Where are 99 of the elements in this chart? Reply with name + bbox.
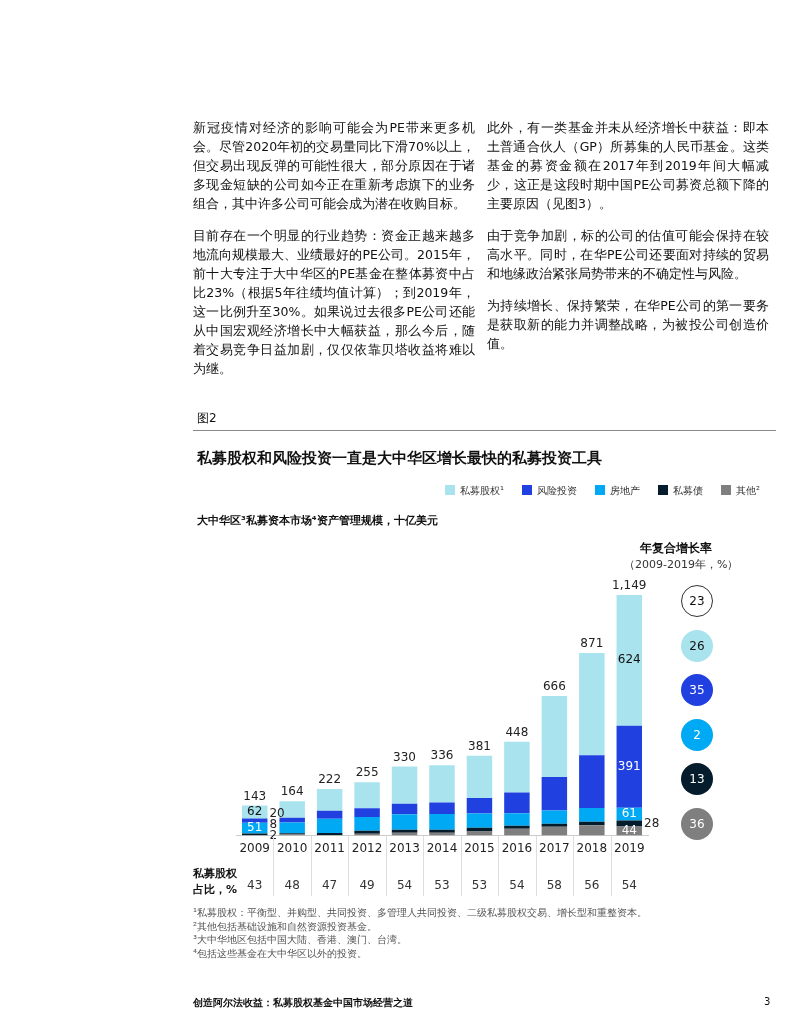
bar <box>579 825 605 836</box>
chart-title: 私募股权和风险投资一直是大中华区增长最快的私募投资工具 <box>197 449 602 468</box>
chart-subtitle: 大中华区³私募资本市场⁴资产管理规模，十亿美元 <box>197 513 438 528</box>
text: 53 <box>434 878 450 892</box>
text: 54 <box>621 878 637 892</box>
total-label: 255 <box>355 765 379 780</box>
bar <box>541 776 568 811</box>
text: 26 <box>681 629 713 662</box>
data-label: 51 <box>247 820 263 835</box>
legend-label: 私募债 <box>672 484 703 498</box>
text: 36 <box>681 807 713 840</box>
text: 48 <box>284 878 300 892</box>
text: ²其他包括基础设施和自然资源投资基金。 <box>193 919 378 933</box>
x-tick-label: 2018 <box>576 840 608 855</box>
total-label: 1,149 <box>612 578 647 593</box>
bar <box>429 802 455 814</box>
total-label: 336 <box>430 748 454 763</box>
bar <box>541 810 568 824</box>
text: ³大中华地区包括中国大陆、香港、澳门、台湾。 <box>193 933 408 946</box>
caption: 图2 <box>197 410 217 427</box>
text: 54 <box>509 878 525 892</box>
x-tick-label: 2010 <box>276 840 308 855</box>
bar <box>391 766 418 804</box>
text: 43 <box>247 878 263 892</box>
x-tick-label: 2009 <box>239 840 270 855</box>
text: 目前存在一个明显的行业趋势：资金正越来越多地流向规模最大、业绩最好的PE公司。2015年，前十大专注于大中华区的PE基金在整体募资中占比23%（根据5年往绩均值计算）；到2019年，这一比例升至30%。如果说过去很多PE公司还能从中国宏观经济增长中大幅获益，那么今后，随着交易竞争日益加剧，仅仅依靠贝塔收益将难以为继。 <box>193 227 475 378</box>
x-tick-label: 2013 <box>389 840 420 855</box>
text: ¹私募股权：平衡型、并购型、共同投资、多管理人共同投资、二级私募股权交易、增长型和重整资本。 <box>193 906 648 919</box>
text: 2 <box>681 718 713 751</box>
bar <box>579 755 605 808</box>
total-label: 666 <box>542 679 566 694</box>
bar <box>616 725 643 808</box>
x-tick-label: 2011 <box>314 840 345 855</box>
total-label: 330 <box>393 749 416 764</box>
bar <box>504 825 530 829</box>
bar <box>316 818 343 834</box>
text: 年复合增长率 <box>640 540 712 557</box>
bar <box>466 798 493 814</box>
bar <box>279 822 305 834</box>
bar <box>466 755 493 799</box>
text: 私募股权占比，% <box>193 866 239 898</box>
text: 58 <box>546 878 562 892</box>
x-tick-label: 2017 <box>539 840 570 855</box>
x-tick-label: 2012 <box>351 840 383 855</box>
text: 23 <box>681 585 713 617</box>
bar <box>466 831 493 836</box>
text: 3 <box>764 996 771 1007</box>
bar <box>429 814 455 830</box>
bar <box>316 810 343 819</box>
bar <box>541 823 568 827</box>
legend-label: 其他² <box>735 484 760 498</box>
bar <box>354 808 380 817</box>
text: 49 <box>359 878 375 892</box>
text: 53 <box>471 878 488 892</box>
text: ⁴包括这些基金在大中华区以外的投资。 <box>193 946 368 960</box>
text: 为持续增长、保持繁荣，在华PE公司的第一要务是获取新的能力并调整战略，为被投公司创造价值。 <box>487 297 769 353</box>
data-label: 391 <box>617 758 641 773</box>
data-label: 62 <box>247 804 263 819</box>
bar <box>616 594 643 726</box>
bar <box>504 813 530 826</box>
bar <box>541 695 568 777</box>
text: 由于竞争加剧，标的公司的估值可能会保持在较高水平。同时，在华PE公司还要面对持续的贸易和地缘政治紧张局势带来的不确定性与风险。 <box>487 227 769 283</box>
bar <box>354 782 380 809</box>
bar <box>316 789 343 811</box>
x-tick-label: 2016 <box>501 840 533 855</box>
text: 35 <box>681 674 713 706</box>
bar <box>429 765 455 803</box>
legend-label: 私募股权¹ <box>458 484 504 498</box>
total-label: 164 <box>280 784 304 799</box>
data-label: 44 <box>621 823 637 838</box>
bar <box>466 813 493 828</box>
total-label: 143 <box>243 788 267 803</box>
data-label: 624 <box>617 652 641 667</box>
bar <box>391 803 418 815</box>
total-label: 381 <box>468 738 491 753</box>
text: 13 <box>681 763 713 795</box>
text: 新冠疫情对经济的影响可能会为PE带来更多机会。尽管2020年初的交易量同比下滑70%以上，但交易出现反弹的可能性很大，部分原因在于诸多现金短缺的公司如今正在重新考虑旗下的业务组合，其中许多公司可能会成为潜在收购目标。 <box>193 119 475 213</box>
bar <box>579 652 605 756</box>
bar <box>391 814 418 830</box>
total-label: 448 <box>505 724 529 739</box>
text: 47 <box>321 878 338 892</box>
bar <box>504 792 530 814</box>
text: 此外，有一类基金并未从经济增长中获益：即本土普通合伙人（GP）所募集的人民币基金。这类基金的募资金额在2017年到2019年间大幅减少，这正是这段时期中国PE公司募资总额下降的主要原因（见图3）。 <box>487 119 769 213</box>
total-label: 871 <box>580 636 604 651</box>
bar <box>504 741 530 793</box>
total-label: 222 <box>318 772 342 787</box>
text: 56 <box>584 878 600 892</box>
bar <box>354 816 380 831</box>
x-tick-label: 2019 <box>614 840 645 855</box>
data-label: 61 <box>621 806 637 821</box>
text: （2009-2019年，%） <box>624 557 739 572</box>
text: 创造阿尔法收益：私募股权基金中国市场经营之道 <box>193 996 413 1010</box>
x-tick-label: 2015 <box>464 840 495 855</box>
legend-label: 风险投资 <box>536 484 577 498</box>
x-tick-label: 2014 <box>426 840 458 855</box>
data-label: 28 <box>644 815 660 830</box>
bar <box>579 807 605 822</box>
text: 54 <box>396 878 413 892</box>
legend-label: 房地产 <box>609 484 640 498</box>
